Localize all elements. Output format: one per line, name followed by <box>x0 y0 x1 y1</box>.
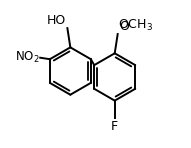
Text: HO: HO <box>47 14 66 27</box>
Text: NO$_2$: NO$_2$ <box>15 50 39 65</box>
Text: F: F <box>111 120 118 133</box>
Text: O: O <box>119 20 129 33</box>
Text: OCH$_3$: OCH$_3$ <box>118 17 153 33</box>
